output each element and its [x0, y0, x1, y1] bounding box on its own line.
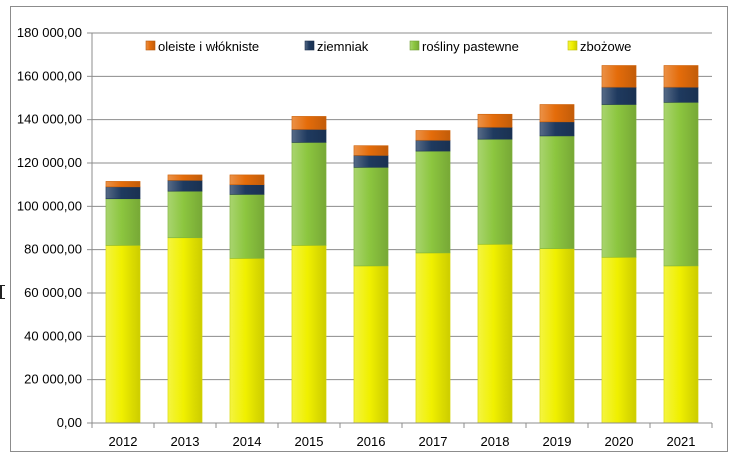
bar-segment-rośliny-pastewne-2014 [229, 194, 265, 259]
bar-segment-zbożowe-2019 [539, 248, 575, 424]
bar-segment-zbożowe-2020 [601, 256, 637, 424]
y-tick-label: 40 000,00 [24, 328, 82, 343]
bar-segment-zbożowe-2014 [229, 258, 265, 424]
legend-item-rośliny-pastewne: rośliny pastewne [409, 39, 519, 54]
y-tick-label: 20 000,00 [24, 372, 82, 387]
y-tick-label: 120 000,00 [17, 155, 82, 170]
bar-segment-oleiste-i-włókniste-2016 [353, 145, 389, 156]
bar-segment-oleiste-i-włókniste-2015 [291, 116, 327, 130]
bar-segment-rośliny-pastewne-2017 [415, 150, 451, 254]
y-tick-label: 160 000,00 [17, 68, 82, 83]
bar-segment-rośliny-pastewne-2016 [353, 167, 389, 267]
bar-segment-rośliny-pastewne-2015 [291, 142, 327, 246]
legend-swatch [409, 40, 420, 51]
bar-segment-rośliny-pastewne-2013 [167, 190, 203, 239]
legend-item-zbożowe: zbożowe [567, 39, 631, 54]
y-tick-label: 100 000,00 [17, 198, 82, 213]
bar-segment-ziemniak-2017 [415, 139, 451, 152]
bar-segment-ziemniak-2016 [353, 155, 389, 168]
x-tick-label: 2016 [357, 434, 386, 449]
bar-segment-zbożowe-2015 [291, 245, 327, 424]
bar-segment-ziemniak-2015 [291, 129, 327, 143]
x-tick-label: 2021 [667, 434, 696, 449]
legend-swatch [145, 40, 156, 51]
legend-label: zbożowe [580, 39, 631, 54]
x-tick-label: 2015 [295, 434, 324, 449]
bar-segment-ziemniak-2020 [601, 86, 637, 105]
axes: 0,00 20 000,00 40 000,00 60 000,00 80 000,00… [17, 25, 713, 449]
bar-segment-oleiste-i-włókniste-2019 [539, 104, 575, 123]
bar-segment-ziemniak-2014 [229, 184, 265, 195]
x-tick-label: 2014 [233, 434, 262, 449]
bar-segment-rośliny-pastewne-2019 [539, 135, 575, 249]
x-tick-label: 2017 [419, 434, 448, 449]
x-tick-label: 2018 [481, 434, 510, 449]
bar-segment-rośliny-pastewne-2021 [663, 102, 699, 267]
edge-bracket-mark [0, 285, 5, 299]
x-tick-label: 2013 [171, 434, 200, 449]
bar-segment-ziemniak-2013 [167, 180, 203, 192]
bar-segment-ziemniak-2012 [105, 186, 141, 200]
y-tick-label: 0,00 [57, 415, 82, 430]
bar-segment-zbożowe-2018 [477, 243, 513, 424]
y-tick-label: 140 000,00 [17, 112, 82, 127]
bar-segment-rośliny-pastewne-2020 [601, 104, 637, 258]
bar-segment-rośliny-pastewne-2018 [477, 138, 513, 245]
bar-segment-oleiste-i-włókniste-2013 [167, 174, 203, 181]
legend: oleiste i włókniste ziemniak rośliny paste… [145, 39, 631, 54]
bar-segment-zbożowe-2013 [167, 237, 203, 424]
legend-label: ziemniak [317, 39, 369, 54]
bar-segment-oleiste-i-włókniste-2021 [663, 65, 699, 88]
legend-item-ziemniak: ziemniak [304, 39, 369, 54]
legend-label: rośliny pastewne [422, 39, 519, 54]
bars [105, 65, 699, 424]
bar-segment-rośliny-pastewne-2012 [105, 198, 141, 246]
bar-segment-zbożowe-2012 [105, 245, 141, 424]
legend-item-oleiste-i-włókniste: oleiste i włókniste [145, 39, 259, 54]
bar-segment-oleiste-i-włókniste-2014 [229, 174, 265, 185]
legend-swatch [567, 40, 578, 51]
bar-segment-oleiste-i-włókniste-2020 [601, 65, 637, 88]
x-tick-label: 2012 [109, 434, 138, 449]
bar-segment-oleiste-i-włókniste-2018 [477, 113, 513, 128]
legend-swatch [304, 40, 315, 51]
x-tick-label: 2020 [605, 434, 634, 449]
x-tick-label: 2019 [543, 434, 572, 449]
bar-segment-ziemniak-2018 [477, 126, 513, 140]
y-tick-label: 80 000,00 [24, 242, 82, 257]
bar-segment-ziemniak-2021 [663, 86, 699, 103]
y-tick-label: 60 000,00 [24, 285, 82, 300]
bar-segment-zbożowe-2017 [415, 252, 451, 424]
bar-segment-oleiste-i-włókniste-2012 [105, 181, 141, 188]
bar-segment-zbożowe-2021 [663, 265, 699, 424]
bar-segment-oleiste-i-włókniste-2017 [415, 130, 451, 141]
y-tick-label: 180 000,00 [17, 25, 82, 40]
bar-segment-ziemniak-2019 [539, 121, 575, 137]
bar-segment-zbożowe-2016 [353, 265, 389, 424]
legend-label: oleiste i włókniste [158, 39, 259, 54]
